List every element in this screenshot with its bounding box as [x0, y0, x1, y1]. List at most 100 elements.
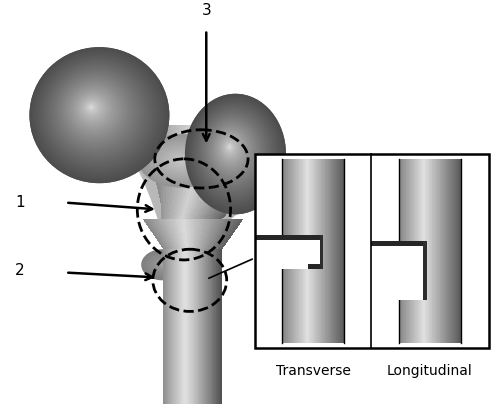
Bar	[196, 206, 200, 207]
Bar	[183, 211, 186, 212]
Bar	[249, 183, 252, 185]
Bar	[192, 226, 194, 227]
Bar	[144, 128, 148, 131]
Bar	[205, 231, 208, 232]
Bar	[172, 208, 175, 210]
Bar	[208, 184, 210, 187]
Bar	[196, 222, 198, 223]
Bar	[222, 184, 225, 187]
Bar	[224, 226, 227, 227]
Ellipse shape	[61, 78, 129, 144]
Bar	[175, 190, 178, 192]
Bar	[187, 187, 190, 188]
Ellipse shape	[200, 112, 266, 191]
Bar	[178, 185, 182, 187]
Bar	[209, 137, 212, 140]
Bar	[214, 223, 217, 224]
Bar	[204, 179, 207, 182]
Bar	[220, 154, 223, 156]
Bar	[236, 225, 239, 226]
Bar	[208, 232, 209, 234]
Bar	[170, 173, 174, 175]
Bar	[206, 225, 209, 227]
Bar	[182, 228, 184, 229]
Bar	[174, 211, 176, 213]
Bar	[206, 219, 208, 404]
Bar	[218, 236, 220, 237]
Bar	[186, 246, 188, 247]
Bar	[230, 200, 232, 201]
Bar	[208, 208, 210, 211]
Bar	[172, 170, 176, 173]
Bar	[230, 198, 234, 200]
Bar	[196, 203, 199, 205]
Bar	[248, 169, 250, 171]
Bar	[218, 172, 221, 174]
Bar	[176, 187, 178, 189]
Bar	[208, 242, 210, 243]
Bar	[179, 223, 182, 224]
Bar	[162, 139, 164, 142]
Bar	[188, 196, 190, 198]
Bar	[162, 220, 165, 222]
Bar	[198, 237, 200, 238]
Bar	[208, 201, 212, 202]
Bar	[243, 150, 246, 153]
Bar	[210, 230, 212, 231]
Bar	[195, 230, 198, 231]
Bar	[174, 178, 177, 180]
Bar	[226, 132, 229, 135]
Bar	[184, 226, 186, 227]
Bar	[211, 125, 215, 127]
Bar	[239, 188, 242, 189]
Bar	[184, 247, 186, 248]
Bar	[163, 198, 166, 200]
Bar	[157, 150, 160, 153]
Ellipse shape	[150, 256, 176, 274]
Bar	[154, 165, 158, 167]
Bar	[244, 146, 248, 149]
Bar	[232, 227, 235, 228]
Bar	[200, 157, 203, 160]
Bar	[234, 198, 237, 199]
Ellipse shape	[192, 103, 276, 203]
Bar	[174, 145, 176, 147]
Bar	[197, 183, 200, 185]
Bar	[230, 183, 232, 185]
Bar	[213, 237, 216, 238]
Bar	[169, 191, 172, 193]
Bar	[170, 199, 172, 201]
Bar	[148, 136, 152, 138]
Bar	[196, 178, 198, 180]
Bar	[220, 237, 223, 238]
Bar	[160, 213, 163, 214]
Bar	[194, 217, 196, 220]
Bar	[205, 145, 208, 147]
Bar	[224, 213, 226, 216]
Bar	[212, 207, 215, 209]
Bar	[241, 193, 244, 194]
Bar	[164, 175, 166, 178]
Bar	[194, 185, 196, 187]
Bar	[196, 194, 200, 196]
Bar	[224, 156, 228, 158]
Bar	[200, 132, 204, 135]
Bar	[154, 225, 156, 226]
Bar	[230, 137, 234, 140]
Bar	[336, 159, 338, 344]
Bar	[216, 211, 218, 213]
Bar	[226, 176, 229, 178]
Bar	[164, 184, 167, 186]
Bar	[154, 232, 156, 233]
Bar	[206, 230, 208, 232]
Bar	[223, 219, 226, 220]
Bar	[218, 226, 220, 227]
Bar	[218, 219, 220, 404]
Bar	[182, 145, 186, 147]
Bar	[159, 187, 162, 189]
Bar	[164, 185, 167, 187]
Bar	[172, 235, 173, 236]
Bar	[224, 212, 226, 214]
Bar	[200, 190, 203, 192]
Ellipse shape	[211, 125, 253, 175]
